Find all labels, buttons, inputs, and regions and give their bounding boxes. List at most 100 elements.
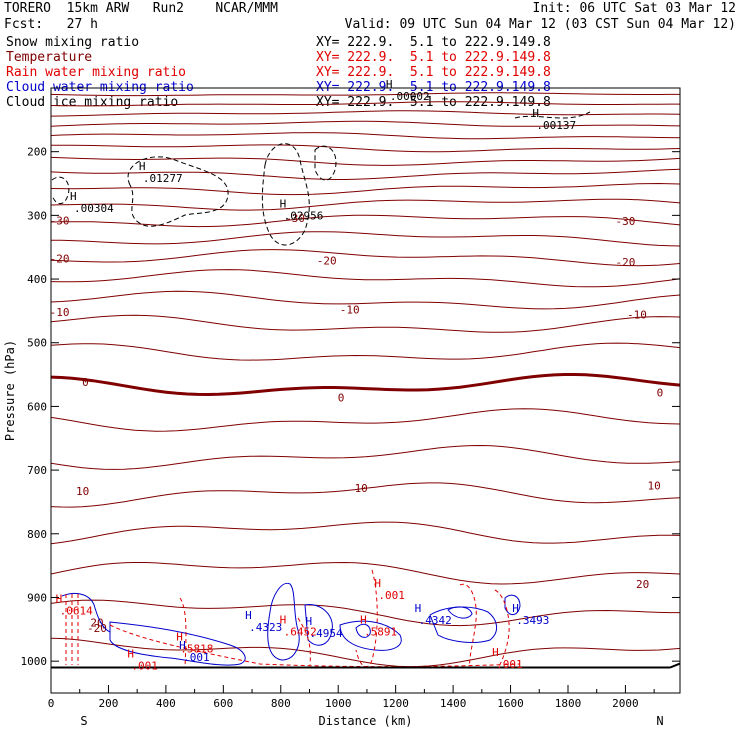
maximum-value-label: .4954 [309, 627, 342, 640]
maximum-value-label: .001 [131, 659, 158, 672]
isotherm-line [50, 120, 681, 127]
x-tick-label: 1000 [325, 697, 352, 710]
maximum-value-label: .001 [378, 589, 405, 602]
maximum-value-label: .5818 [180, 643, 213, 656]
rain-water-contour [355, 569, 378, 668]
legend-rain-name: Rain water mixing ratio [6, 65, 187, 80]
temperature-label: -10 [627, 309, 647, 322]
temperature-label: 20 [90, 616, 103, 629]
isotherm-line [50, 156, 681, 166]
maximum-marker-h: H [70, 190, 77, 203]
isotherm-line [50, 561, 681, 585]
isotherm-line [50, 144, 681, 153]
cloud-ice-contour [127, 156, 229, 227]
x-tick-label: 1400 [440, 697, 467, 710]
maximum-value-label: .001 [183, 651, 210, 664]
temperature-label: -10 [340, 304, 360, 317]
rain-water-contour [494, 589, 510, 669]
isotherm-line [50, 599, 680, 627]
maximum-marker-h: H [245, 609, 252, 622]
isotherm-line [50, 444, 681, 470]
cloud-ice-contour [514, 111, 591, 119]
maximum-marker-h: H [127, 647, 134, 660]
y-tick-label: 300 [27, 209, 47, 222]
y-tick-label: 200 [27, 146, 47, 159]
x-axis-label: Distance (km) [319, 714, 413, 728]
temperature-label: -30 [615, 215, 635, 228]
temperature-label: -30 [285, 212, 305, 225]
isotherm-line [50, 132, 681, 140]
cloud-water-contour [504, 594, 521, 615]
cloud-water-contour [61, 593, 111, 633]
isotherm-line [50, 198, 681, 211]
isotherm-line [50, 637, 681, 668]
cloud-water-contour [339, 620, 402, 651]
maximum-marker-h: H [415, 602, 422, 615]
cloud-ice-contour [51, 176, 70, 205]
maximum-marker-h: H [512, 602, 519, 615]
temperature-label: 10 [648, 479, 661, 492]
header-valid-time: Valid: 09 UTC Sun 04 Mar 12 (03 CST Sun … [344, 17, 736, 32]
maximum-marker-h: H [532, 107, 539, 120]
isotherm-line [50, 408, 681, 432]
cloud-water-contour [267, 582, 300, 661]
y-axis-label: Pressure (hPa) [3, 340, 17, 441]
legend-rain-xy: XY= 222.9. 5.1 to 222.9.149.8 [316, 65, 551, 80]
cloud-contours-group [51, 111, 591, 246]
y-tick-label: 400 [27, 273, 47, 286]
isotherm-line [50, 342, 681, 361]
temperature-label: -10 [50, 306, 70, 319]
maximum-marker-h: H [280, 198, 287, 211]
temperature-label: -20 [317, 255, 337, 268]
x-tick-label: 200 [99, 697, 119, 710]
isotherm-line [50, 231, 681, 247]
isotherm-line [50, 269, 681, 288]
y-tick-label: 600 [27, 400, 47, 413]
isotherm-line [50, 214, 681, 228]
cloud-water-contour [109, 621, 246, 666]
y-tick-label: 500 [27, 337, 47, 350]
x-tick-label: 2000 [612, 697, 639, 710]
x-tick-label: 1600 [497, 697, 524, 710]
maximum-value-label: .5891 [364, 626, 397, 639]
x-tick-label: 400 [156, 697, 176, 710]
header-model-line: TORERO 15km ARW Run2 NCAR/MMM [4, 1, 278, 16]
isotherm-line [50, 101, 680, 107]
isotherm-line [50, 92, 680, 97]
maximum-value-label: .4323 [249, 621, 282, 634]
maximum-value-label: .00304 [74, 202, 114, 215]
isotherm-line [50, 182, 681, 196]
cloud-water-contour [304, 604, 333, 646]
precip-contours-group [61, 569, 521, 669]
isotherm-line [50, 290, 681, 310]
temperature-label: 0 [657, 386, 664, 399]
y-tick-label: 800 [27, 528, 47, 541]
header-forecast-hour: Fcst: 27 h [4, 17, 98, 32]
isotherm-line [50, 168, 681, 180]
maximum-value-label: .0614 [60, 604, 93, 617]
north-end-label: N [656, 714, 663, 728]
rain-water-contour [459, 583, 477, 669]
x-tick-label: 1800 [555, 697, 582, 710]
y-tick-label: 1000 [21, 655, 48, 668]
y-tick-label: 700 [27, 464, 47, 477]
header-init-time: Init: 06 UTC Sat 03 Mar 12 [532, 1, 737, 16]
y-tick-label: 900 [27, 591, 47, 604]
isotherm-group: -30 -30 -30 -20 -20 -20 -10 -10 -10 0 0 0 10 10 10 20 20… [50, 92, 681, 668]
maximum-value-label: .00137 [536, 119, 576, 132]
ground-surface-rise [669, 662, 681, 669]
maximum-value-label: .01277 [143, 172, 183, 185]
maximum-marker-h: H [179, 639, 186, 652]
maximum-value-label: .001 [496, 658, 522, 671]
temperature-label: -20 [50, 253, 70, 266]
maximum-value-label: .3493 [516, 614, 549, 627]
maximum-value-label: .02956 [284, 210, 324, 223]
isotherm-line [50, 110, 681, 117]
plot-frame [50, 87, 681, 694]
x-tick-label: 600 [213, 697, 233, 710]
rain-water-contour [109, 624, 521, 668]
maximum-marker-h: H [305, 615, 312, 628]
temperature-label: -20 [87, 622, 107, 635]
